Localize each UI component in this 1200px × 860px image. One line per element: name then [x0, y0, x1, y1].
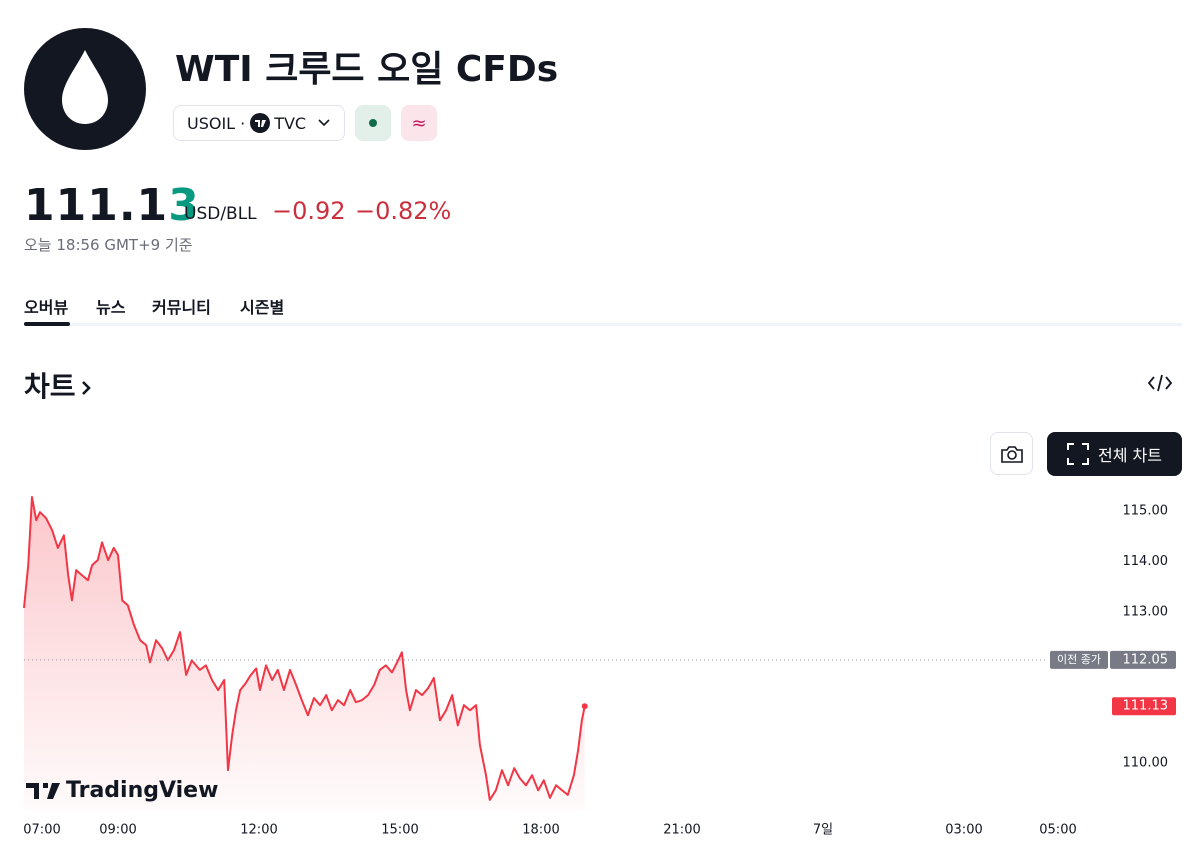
x-tick-label: 12:00	[240, 823, 277, 838]
tab[interactable]: 뉴스	[96, 298, 126, 317]
x-tick-label: 09:00	[99, 823, 136, 838]
full-chart-label: 전체 차트	[1098, 446, 1162, 465]
y-tick-label: 115.00	[1123, 504, 1169, 519]
unit: USD/BLL	[184, 204, 257, 224]
section-title: 차트	[24, 370, 76, 403]
logo	[24, 28, 146, 150]
exchange-logo	[250, 113, 271, 133]
x-tick-label: 7일	[813, 823, 833, 838]
x-tick-label: 18:00	[522, 823, 559, 838]
chevron	[318, 119, 330, 127]
tab[interactable]: 시즌별	[240, 298, 285, 317]
area	[24, 497, 585, 810]
previous-close-caption-box	[1050, 650, 1108, 669]
y-tick-label: 113.00	[1123, 604, 1169, 619]
x-tick-label: 15:00	[381, 823, 418, 838]
y-tick-label: 114.00	[1123, 554, 1169, 569]
separator: ·	[240, 113, 246, 133]
price-main: 111.1	[24, 180, 169, 231]
exchange: TVC	[274, 113, 307, 133]
previous-close-caption: 이전 종가	[1057, 653, 1101, 666]
x-tick-label: 05:00	[1039, 823, 1076, 838]
previous-close-label: 112.05	[1123, 652, 1169, 667]
chevron	[81, 381, 91, 395]
symbol-button[interactable]: USOIL · TVC	[173, 105, 345, 141]
snapshot-button[interactable]	[990, 432, 1033, 475]
last-price-label: 111.13	[1123, 699, 1169, 714]
watermark: TradingView	[26, 778, 218, 803]
timestamp: 오늘 18:56 GMT+9 기준	[24, 236, 193, 254]
full-chart-button[interactable]: 전체 차트	[1047, 432, 1182, 476]
embed-icon[interactable]	[1148, 373, 1172, 393]
tab-underline	[24, 322, 70, 326]
market-status[interactable]	[355, 105, 391, 141]
change: −0.92	[272, 197, 346, 225]
delay-badge[interactable]: ≈	[401, 105, 437, 141]
price-line	[23, 496, 586, 801]
change-percent: −0.82%	[355, 197, 452, 225]
last-point	[581, 703, 588, 710]
x-tick-label: 07:00	[23, 823, 60, 838]
price: 111.13	[24, 180, 200, 231]
title: WTI 크루드 오일 CFDs	[175, 49, 559, 90]
symbol: USOIL	[187, 113, 236, 133]
tab[interactable]: 커뮤니티	[152, 298, 211, 317]
camera-icon	[1000, 445, 1023, 463]
x-tick-label: 21:00	[663, 823, 700, 838]
tab[interactable]: 오버뷰	[24, 298, 69, 317]
last-price-box	[1112, 697, 1176, 716]
watermark-logo	[26, 782, 60, 799]
y-tick-label: 110.00	[1123, 756, 1169, 771]
previous-close-box	[1110, 650, 1176, 669]
price-last-digit: 3	[168, 180, 200, 231]
status-dot	[369, 119, 377, 127]
section-header[interactable]: 차트	[24, 365, 94, 405]
tab-rail	[24, 323, 1182, 326]
x-tick-label: 03:00	[945, 823, 982, 838]
watermark-text: TradingView	[66, 778, 219, 803]
fullscreen-icon	[1067, 443, 1090, 465]
